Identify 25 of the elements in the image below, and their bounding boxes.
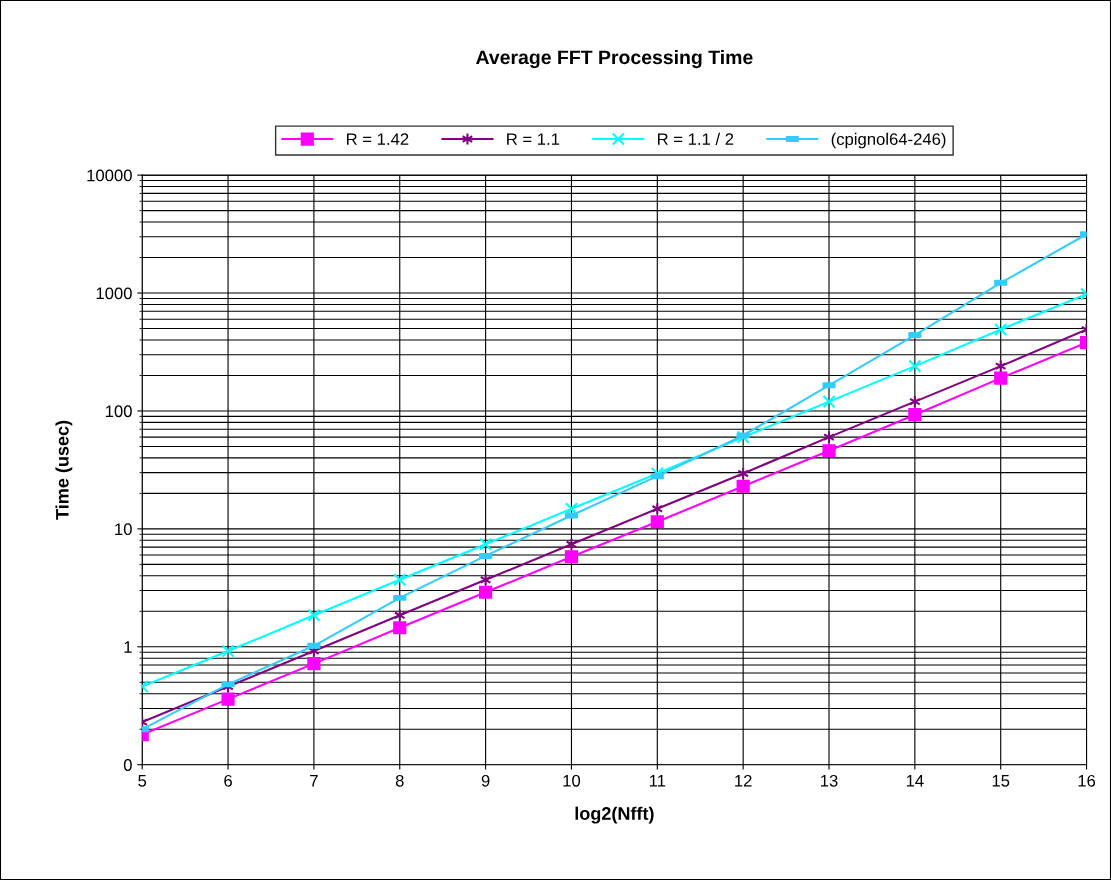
x-tick-label: 13 [821, 774, 838, 787]
x-tick-label: 15 [992, 775, 1010, 787]
x-tick-label: 11 [649, 775, 666, 787]
x-tick-label: 14 [906, 775, 924, 787]
y-tick-label: 10 [115, 523, 132, 536]
y-tick-label: 0 [123, 759, 132, 771]
y-tick-label: 1000 [96, 287, 132, 300]
x-tick-label: 6 [224, 774, 232, 787]
legend-label: (cpignol64-246) [831, 132, 946, 149]
x-tick-label: 5 [138, 775, 147, 787]
x-tick-label: 8 [395, 774, 404, 787]
y-tick-label: 100 [105, 405, 132, 418]
y-tick-label: 10000 [87, 169, 132, 182]
legend-label: R = 1.42 [347, 133, 409, 145]
legend-label: R = 1.1 [507, 133, 560, 145]
chart-title: Average FFT Processing Time [476, 49, 753, 69]
y-tick-label: 1 [124, 641, 132, 653]
y-axis-title: Time (usec) [55, 420, 73, 520]
x-tick-label: 7 [310, 775, 318, 787]
x-tick-label: 10 [563, 774, 581, 787]
x-tick-label: 12 [735, 774, 752, 787]
x-tick-label: 16 [1078, 774, 1096, 787]
legend-label: R = 1.1 / 2 [658, 132, 734, 146]
x-axis-title: log2(Nfft) [575, 806, 654, 824]
x-tick-label: 9 [481, 774, 490, 787]
